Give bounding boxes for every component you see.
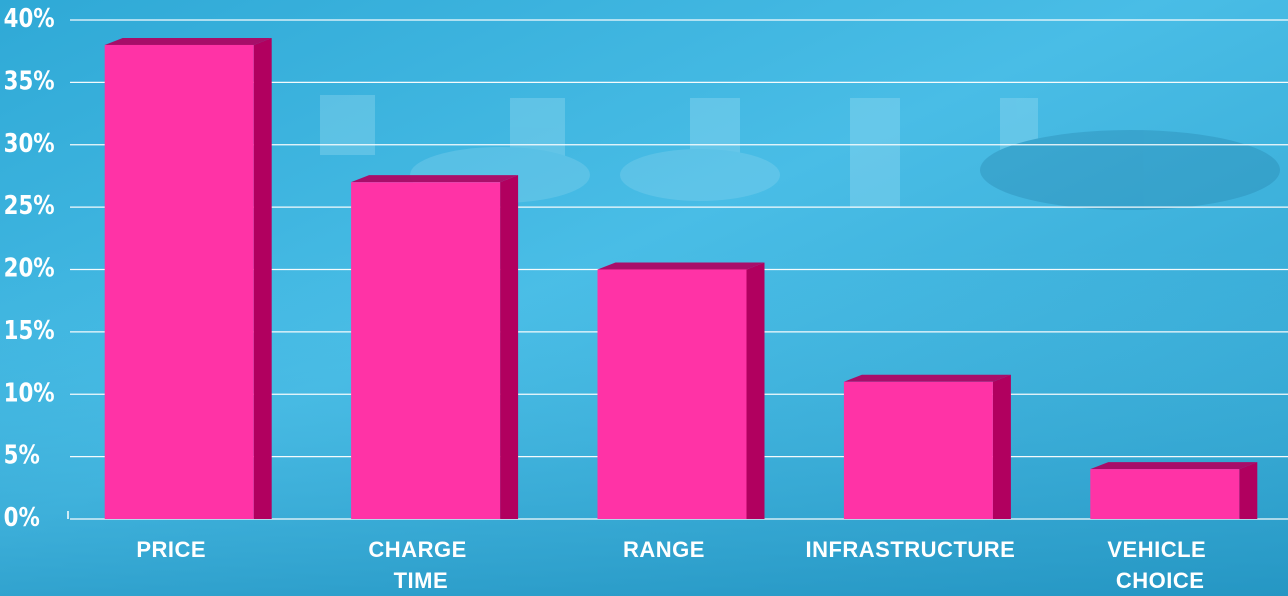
y-tick-label: 30% [4, 128, 55, 159]
bar-side [747, 263, 765, 520]
bar [1090, 469, 1239, 519]
x-tick-label: RANGE [623, 537, 705, 562]
bar [105, 45, 254, 519]
y-tick-label: 5% [4, 440, 40, 471]
bar [351, 182, 500, 519]
y-tick-label: 20% [4, 253, 55, 284]
bar-top [351, 175, 518, 182]
bar [844, 382, 993, 519]
x-tick-label: PRICE [136, 537, 206, 562]
y-tick-label: 0% [4, 502, 40, 533]
bar-top [105, 38, 272, 45]
bar-top [844, 375, 1011, 382]
bar-top [1090, 462, 1257, 469]
bar [598, 270, 747, 520]
chart: 0%5%10%15%20%25%30%35%40%PRICECHARGE TIM… [0, 0, 1288, 596]
x-tick-label: INFRASTRUCTURE [805, 537, 1015, 562]
y-tick-label: 15% [4, 315, 55, 346]
bar-side [254, 38, 272, 519]
y-tick-label: 25% [4, 190, 55, 221]
bar-side [500, 175, 518, 519]
bar-side [993, 375, 1011, 519]
y-tick-label: 40% [4, 3, 55, 34]
bar-side [1239, 462, 1257, 519]
y-tick-label: 35% [4, 65, 55, 96]
y-tick-label: 10% [4, 377, 55, 408]
bar-top [598, 263, 765, 270]
